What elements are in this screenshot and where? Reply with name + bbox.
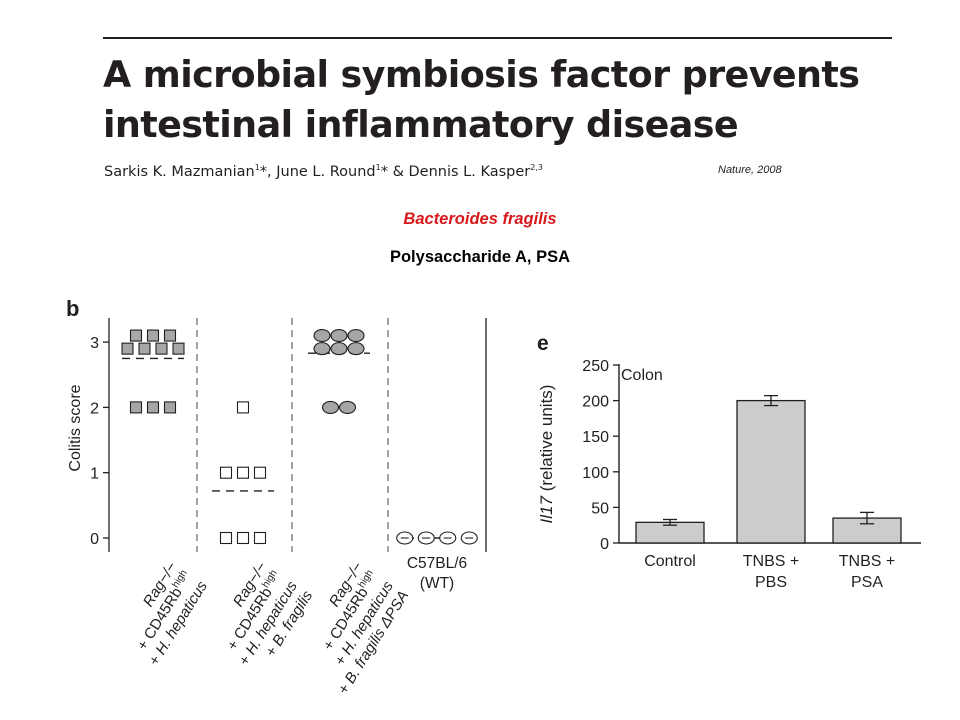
panel-e-letter: e bbox=[537, 332, 549, 355]
panel-b-group-labels: Rag−/−+ CD45Rbhigh+ H. hepaticus Rag−/−+ … bbox=[134, 555, 467, 698]
data-point-circle bbox=[321, 400, 340, 414]
panel-e-il17-bar-chart: e 0 50 100 150 200 250 Il17 (relative units) Col… bbox=[537, 332, 921, 591]
data-point-circle bbox=[313, 329, 331, 343]
group-label: Rag−/−+ CD45Rbhigh+ H. hepaticus bbox=[134, 559, 211, 669]
group-label: Rag−/−+ CD45Rbhigh+ H. hepaticus+ B. fra… bbox=[224, 559, 317, 669]
data-point-square bbox=[129, 329, 143, 342]
y-axis-title: Colitis score bbox=[67, 384, 84, 471]
panel-e-axes: e 0 50 100 150 200 250 Il17 (relative units) Col… bbox=[537, 332, 921, 553]
y-tick-label: 200 bbox=[582, 394, 609, 411]
data-point-circle bbox=[347, 329, 365, 343]
group-label-line: C57BL/6 bbox=[407, 555, 467, 572]
data-point-circle bbox=[347, 342, 365, 356]
bar bbox=[736, 399, 806, 544]
category-label: Control bbox=[644, 553, 696, 570]
data-point-circle bbox=[338, 400, 357, 414]
y-tick-label: 100 bbox=[582, 465, 609, 482]
data-point-square bbox=[236, 466, 250, 479]
author-affiliation: 2,3 bbox=[530, 163, 543, 172]
panel-e-category-labels: Control TNBS + PBS TNBS + PSA bbox=[644, 553, 895, 591]
y-tick-label: 0 bbox=[600, 536, 609, 553]
journal-citation: Nature, 2008 bbox=[718, 164, 782, 176]
category-label: PSA bbox=[851, 574, 883, 591]
author-text: * & Dennis L. Kasper bbox=[380, 163, 531, 180]
panel-b-colitis-score-chart: b 0 1 2 3 Colitis score Rag−/−+ CD45Rbhigh+ … bbox=[66, 296, 487, 698]
panel-b-mean-lines bbox=[122, 352, 468, 539]
panel-b-group-separators bbox=[196, 318, 389, 552]
data-point-square bbox=[253, 466, 267, 479]
data-point-square bbox=[163, 401, 177, 414]
data-point-square bbox=[172, 342, 185, 355]
data-point-square bbox=[121, 342, 134, 355]
y-tick-label: 50 bbox=[591, 500, 609, 517]
author-text: *, June L. Round bbox=[259, 163, 376, 180]
data-point-square bbox=[163, 329, 177, 342]
data-point-square bbox=[155, 342, 168, 355]
data-point-square bbox=[138, 342, 151, 355]
author-affiliation: 1 bbox=[254, 163, 260, 172]
organism-label: Bacteroides fragilis bbox=[403, 210, 557, 228]
y-tick-label: 2 bbox=[90, 400, 99, 417]
y-tick-label: 250 bbox=[582, 358, 609, 375]
data-point-circle bbox=[330, 329, 348, 343]
author-affiliation: 1 bbox=[375, 163, 381, 172]
data-point-square bbox=[129, 401, 143, 414]
group-label-line: (WT) bbox=[420, 575, 454, 592]
author-text: Sarkis K. Mazmanian bbox=[104, 163, 255, 180]
paper-title-line-2: intestinal inflammatory disease bbox=[103, 103, 739, 146]
bar bbox=[832, 517, 902, 544]
data-point-square bbox=[219, 531, 233, 545]
category-label: TNBS + bbox=[743, 553, 799, 570]
panel-e-error-bars bbox=[663, 394, 874, 526]
category-label: TNBS + bbox=[839, 553, 895, 570]
y-tick-label: 1 bbox=[90, 466, 99, 483]
data-point-circle bbox=[313, 342, 331, 356]
top-rule bbox=[103, 37, 892, 39]
panel-b-points bbox=[121, 329, 478, 545]
group-label: Rag−/−+ CD45Rbhigh+ H. hepaticus+ B. fra… bbox=[320, 559, 412, 698]
y-axis-title: Il17 (relative units) bbox=[537, 385, 556, 524]
panel-b-axes: 0 1 2 3 Colitis score bbox=[67, 318, 487, 552]
paper-authors: Sarkis K. Mazmanian1*, June L. Round1* &… bbox=[104, 163, 543, 180]
panel-b-letter: b bbox=[66, 296, 79, 321]
data-point-square bbox=[146, 401, 160, 414]
molecule-label: Polysaccharide A, PSA bbox=[389, 248, 571, 266]
panel-e-annotation: Colon bbox=[621, 367, 663, 384]
data-point-square bbox=[146, 329, 160, 342]
panel-e-bars bbox=[635, 399, 902, 544]
category-label: PBS bbox=[755, 574, 787, 591]
data-point-square bbox=[236, 531, 250, 545]
y-tick-label: 0 bbox=[90, 531, 99, 548]
data-point-square bbox=[253, 531, 267, 545]
paper-title-line-1: A microbial symbiosis factor prevents bbox=[103, 53, 860, 96]
data-point-square bbox=[236, 401, 250, 414]
y-tick-label: 3 bbox=[90, 335, 99, 352]
data-point-square bbox=[219, 466, 233, 479]
y-tick-label: 150 bbox=[582, 429, 609, 446]
data-point-circle bbox=[330, 342, 348, 356]
paper-title: A microbial symbiosis factor prevents in… bbox=[103, 50, 903, 150]
